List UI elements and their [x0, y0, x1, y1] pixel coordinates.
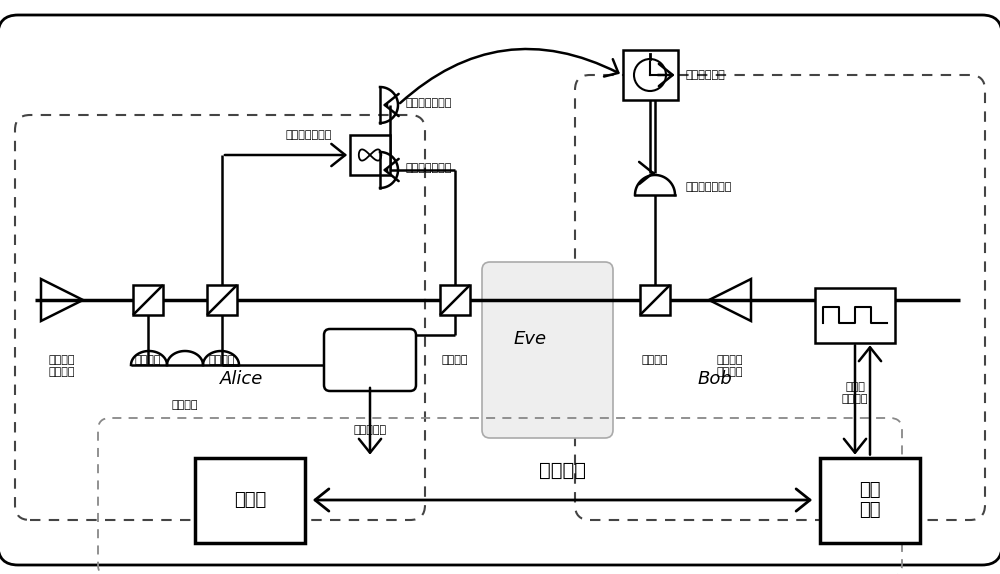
- Text: 单光子探测器一: 单光子探测器一: [405, 98, 451, 108]
- Text: Alice: Alice: [220, 370, 264, 388]
- Bar: [440, 285, 470, 315]
- Bar: [195, 457, 305, 542]
- Text: 自发参量下转换: 自发参量下转换: [285, 130, 331, 140]
- Bar: [133, 285, 163, 315]
- Text: 分束器一: 分束器一: [135, 355, 161, 365]
- Text: 经典信道: 经典信道: [539, 461, 586, 480]
- Text: 二进制
相移键控: 二进制 相移键控: [842, 382, 868, 404]
- Text: 符合性分析器: 符合性分析器: [686, 70, 725, 80]
- FancyBboxPatch shape: [324, 329, 416, 391]
- Bar: [820, 457, 920, 542]
- Text: 分束器三: 分束器三: [442, 355, 468, 365]
- Text: Bob: Bob: [698, 370, 732, 388]
- Text: 经典
处理: 经典 处理: [859, 480, 881, 519]
- Bar: [622, 50, 678, 100]
- FancyBboxPatch shape: [0, 15, 1000, 565]
- Text: 分束器四: 分束器四: [642, 355, 668, 365]
- Text: Eve: Eve: [513, 330, 547, 348]
- Text: 单光子探测器三: 单光子探测器三: [685, 182, 731, 192]
- Text: 放大自发
辐射源一: 放大自发 辐射源一: [49, 355, 75, 377]
- Text: 延迟线圈: 延迟线圈: [172, 400, 198, 410]
- Text: 分束器二: 分束器二: [209, 355, 235, 365]
- Bar: [640, 285, 670, 315]
- Bar: [350, 135, 390, 175]
- Text: 单光子探测器二: 单光子探测器二: [405, 163, 451, 173]
- Text: 零差测量器: 零差测量器: [353, 425, 387, 435]
- Text: 放大自发
辐射源二: 放大自发 辐射源二: [717, 355, 743, 377]
- FancyBboxPatch shape: [482, 262, 613, 438]
- Bar: [815, 288, 895, 343]
- Bar: [207, 285, 237, 315]
- Text: 后处理: 后处理: [234, 491, 266, 509]
